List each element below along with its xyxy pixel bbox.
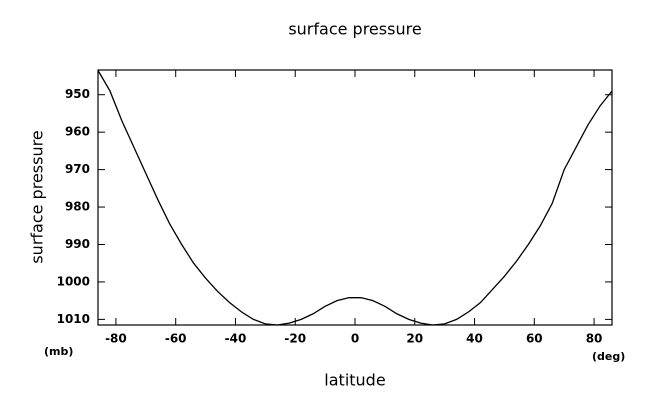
chart-title: surface pressure bbox=[288, 20, 421, 39]
x-axis-label: latitude bbox=[324, 371, 385, 390]
y-tick-label: 950 bbox=[65, 87, 90, 101]
y-tick-label: 970 bbox=[65, 162, 90, 176]
line bbox=[97, 70, 613, 326]
x-tick-label: 20 bbox=[406, 332, 423, 346]
y-tick-label: 960 bbox=[65, 125, 90, 139]
x-tick-label: -60 bbox=[165, 332, 187, 346]
y-tick-label: 1000 bbox=[57, 274, 90, 288]
y-tick-label: 1010 bbox=[57, 312, 90, 326]
x-tick-label: -20 bbox=[284, 332, 306, 346]
x-tick-label: -80 bbox=[105, 332, 127, 346]
y-tick-label: 990 bbox=[65, 237, 90, 251]
y-axis-label: surface pressure bbox=[28, 130, 47, 263]
x-tick-label: 80 bbox=[586, 332, 603, 346]
x-tick-label: -40 bbox=[225, 332, 247, 346]
plot-frame bbox=[97, 69, 613, 326]
y-unit: (mb) bbox=[44, 345, 73, 358]
x-unit: (deg) bbox=[592, 350, 625, 363]
y-tick-label: 980 bbox=[65, 200, 90, 214]
x-tick-label: 60 bbox=[526, 332, 543, 346]
x-tick-label: 0 bbox=[351, 332, 359, 346]
x-tick-label: 40 bbox=[466, 332, 483, 346]
